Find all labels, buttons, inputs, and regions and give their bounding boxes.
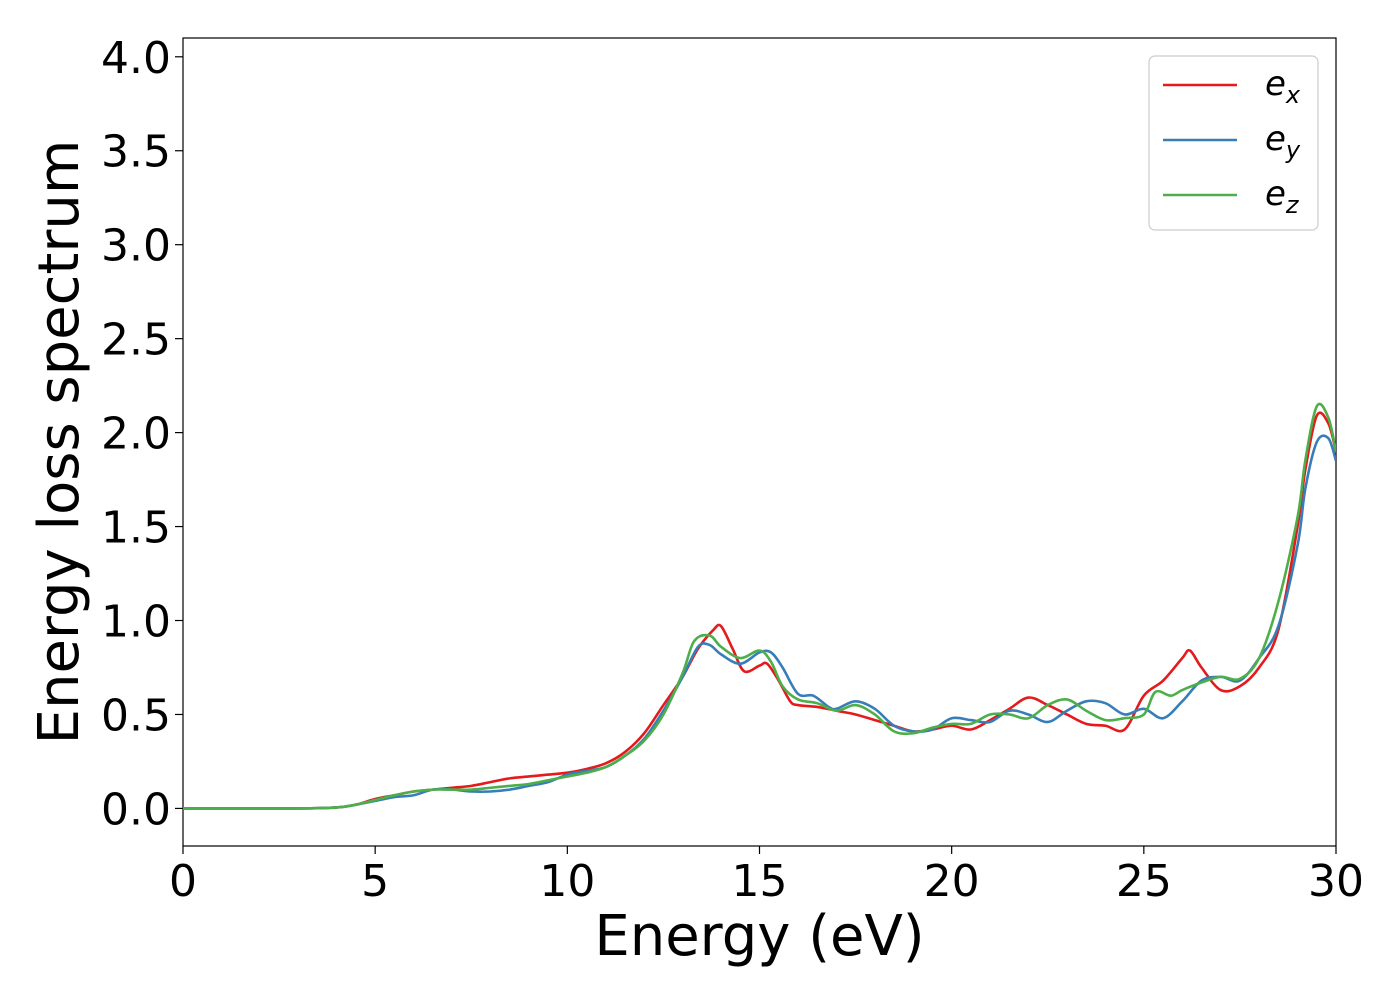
x-tick-label: 15 — [732, 856, 788, 907]
y-axis-label: Energy loss spectrum — [27, 140, 92, 745]
y-tick-label: 3.0 — [101, 221, 171, 272]
legend-label-ey: ey — [1265, 119, 1301, 164]
x-tick-label: 30 — [1308, 856, 1364, 907]
series-line-ey — [183, 434, 1336, 810]
y-tick-label: 2.5 — [101, 315, 171, 366]
y-tick-label: 1.5 — [101, 503, 171, 554]
x-tick-label: 10 — [539, 856, 595, 907]
y-tick-label: 4.0 — [101, 33, 171, 84]
x-tick-label: 5 — [361, 856, 389, 907]
y-tick-label: 0.0 — [101, 784, 171, 835]
y-tick-label: 2.0 — [101, 409, 171, 460]
x-tick-label: 25 — [1116, 856, 1172, 907]
legend-label-ez: ez — [1265, 174, 1300, 219]
legend: ex ey ez — [1148, 55, 1319, 231]
legend-label-ex: ex — [1265, 64, 1301, 109]
legend-box — [1148, 55, 1319, 231]
x-axis-label: Energy (eV) — [594, 904, 924, 969]
x-tick-label: 20 — [924, 856, 980, 907]
series-line-ez — [183, 402, 1336, 810]
y-tick-label: 0.5 — [101, 690, 171, 741]
y-tick-label: 1.0 — [101, 597, 171, 648]
series-line-ex — [183, 411, 1336, 810]
x-tick-label: 0 — [169, 856, 197, 907]
y-tick-label: 3.5 — [101, 127, 171, 178]
